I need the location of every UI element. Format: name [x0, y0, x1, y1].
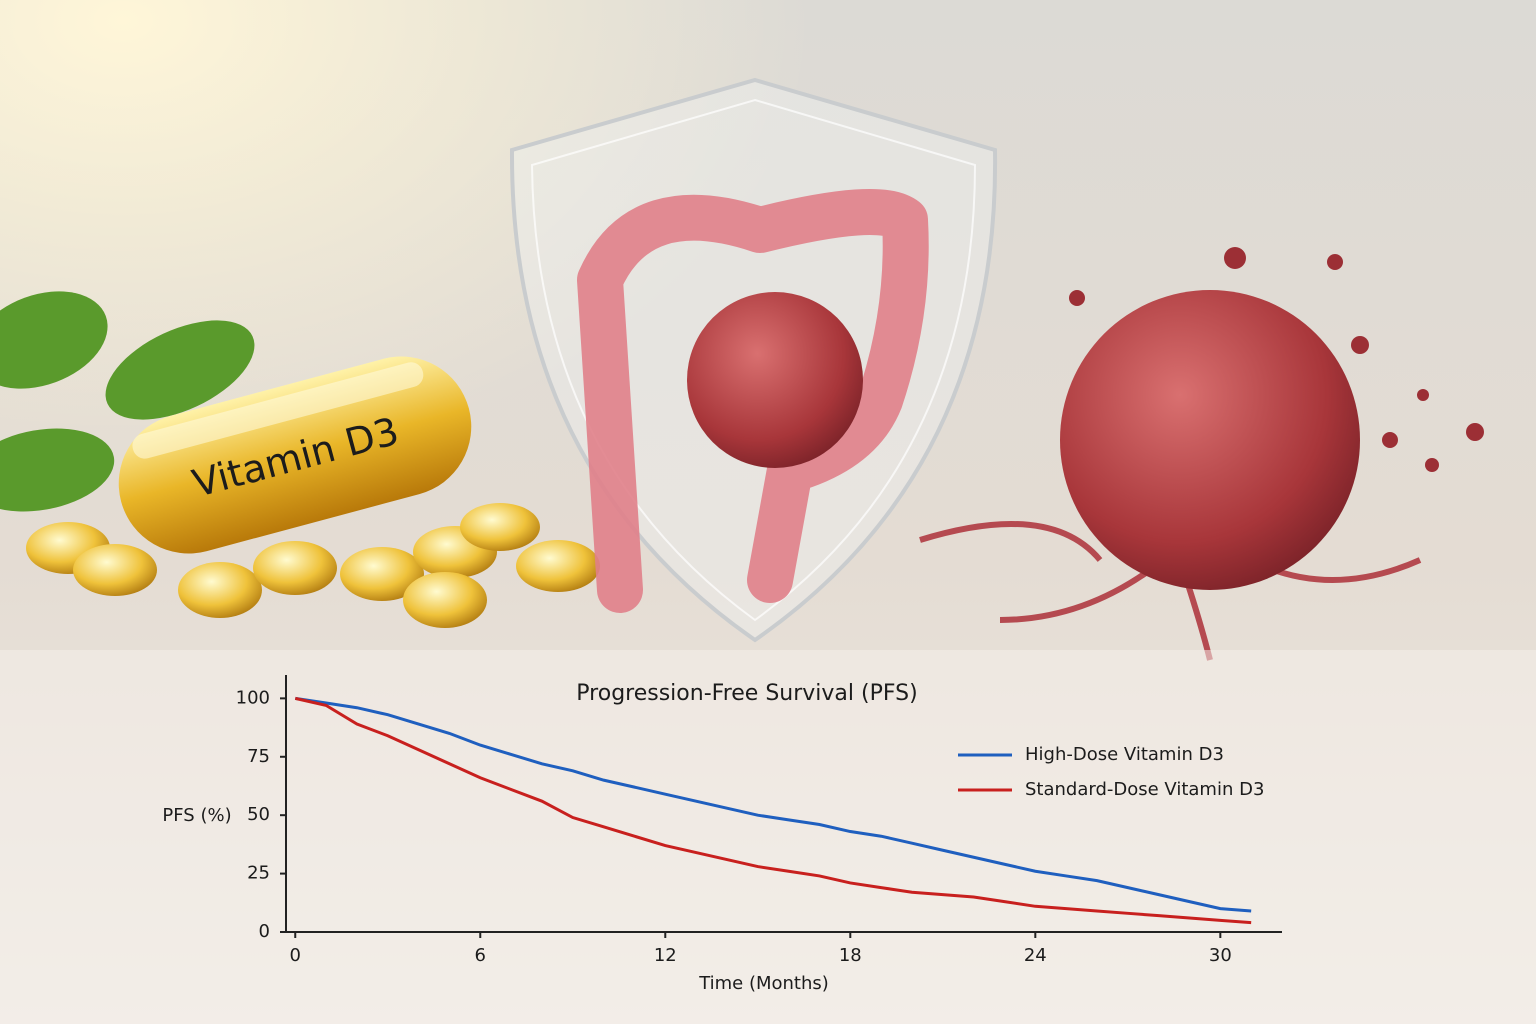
series-line — [294, 696, 1252, 925]
x-tick-label: 24 — [1024, 945, 1047, 966]
y-tick-label: 100 — [236, 687, 270, 708]
chart-title: Progression-Free Survival (PFS) — [576, 681, 917, 706]
chart-backdrop — [0, 650, 1536, 1024]
chart: Progression-Free Survival (PFS) PFS (%) … — [162, 675, 1282, 994]
y-tick-label: 25 — [247, 863, 270, 884]
y-tick-label: 0 — [259, 921, 270, 942]
y-tick-label: 50 — [247, 804, 270, 825]
x-tick-label: 12 — [654, 945, 677, 966]
y-tick-label: 75 — [247, 746, 270, 767]
x-axis-label: Time (Months) — [698, 973, 829, 994]
series-line — [295, 696, 1252, 913]
shield — [509, 77, 998, 643]
x-tick-label: 6 — [475, 945, 486, 966]
softgels — [26, 503, 600, 628]
leaves — [0, 291, 255, 512]
x-tick-label: 30 — [1209, 945, 1232, 966]
x-tick-label: 0 — [290, 945, 301, 966]
x-tick-label: 18 — [839, 945, 862, 966]
capsule: Vitamin D3 — [118, 356, 472, 554]
legend-label: Standard-Dose Vitamin D3 — [1025, 779, 1264, 800]
tumor-cell — [919, 247, 1484, 661]
y-axis-label: PFS (%) — [162, 805, 231, 826]
legend-label: High-Dose Vitamin D3 — [1025, 744, 1224, 765]
